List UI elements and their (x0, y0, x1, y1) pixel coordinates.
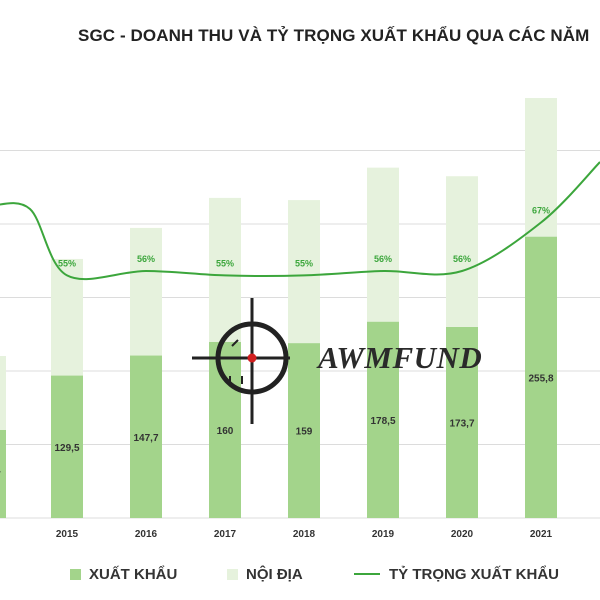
bar-export-label: 178,5 (370, 416, 395, 427)
legend-ratio-label: TỶ TRỌNG XUẤT KHẨU (389, 565, 559, 583)
x-tick-label: 2015 (56, 529, 79, 540)
ratio-label: 56% (374, 254, 392, 264)
bar-domestic-partial (0, 356, 6, 430)
bar-domestic (367, 167, 399, 322)
bar-domestic (209, 197, 241, 342)
bar-export (288, 343, 320, 518)
bar-export (367, 321, 399, 518)
bar-export (130, 355, 162, 518)
legend-export: XUẤT KHẨU (70, 563, 177, 585)
legend-ratio: TỶ TRỌNG XUẤT KHẨU (354, 563, 559, 585)
ratio-label: 67% (532, 206, 550, 216)
ratio-line (0, 161, 600, 281)
bar-export (51, 375, 83, 518)
bar-export-label: 160 (217, 426, 234, 437)
x-tick-label: 2018 (293, 529, 316, 540)
x-tick-label: 2016 (135, 529, 158, 540)
bar-domestic (525, 98, 557, 237)
ratio-line-group (0, 161, 600, 281)
ratio-label: 56% (137, 254, 155, 264)
bar-export-label: 159 (296, 427, 313, 438)
x-tick-label: 2017 (214, 529, 237, 540)
watermark: AWMFUND (190, 296, 483, 426)
ratio-label: 55% (58, 258, 76, 268)
bar-export-label: 129,5 (54, 443, 79, 454)
x-axis: 2015 2016 2017 2018 2019 2020 2021 (56, 529, 553, 540)
bar-domestic (288, 200, 320, 344)
legend-export-label: XUẤT KHẨU (89, 565, 178, 583)
bar-export-label-partial: 7 (0, 470, 1, 481)
bar-export-label: 173,7 (449, 418, 474, 429)
bar-domestic (446, 176, 478, 327)
bar-domestic (130, 227, 162, 356)
ratio-label: 55% (216, 258, 234, 268)
bars (0, 98, 557, 518)
chart-title: SGC - DOANH THU VÀ TỶ TRỌNG XUẤT KHẨU QU… (78, 26, 590, 45)
watermark-brand: AWMFUND (318, 340, 483, 375)
legend-domestic: NỘI ĐỊA (227, 563, 303, 585)
bar-export-partial (0, 430, 6, 518)
x-tick-label: 2019 (372, 529, 395, 540)
x-tick-label: 2020 (451, 529, 474, 540)
x-tick-label: 2021 (530, 529, 553, 540)
bar-export-label: 147,7 (133, 433, 158, 444)
bar-export (525, 236, 557, 518)
legend-domestic-swatch (227, 568, 238, 580)
legend-domestic-label: NỘI ĐỊA (246, 565, 303, 583)
bar-export (209, 342, 241, 518)
bar-export (446, 326, 478, 518)
data-labels: 7 129,5 147,7 160 159 178,5 173,7 255,8 55% 56% 55… (0, 206, 554, 481)
crosshair-icon (192, 298, 290, 424)
legend-ratio-swatch (354, 573, 380, 575)
legend-export-swatch (70, 568, 81, 580)
ratio-label: 56% (453, 254, 471, 264)
ratio-label: 55% (295, 258, 313, 268)
bar-export-label: 255,8 (528, 373, 553, 384)
